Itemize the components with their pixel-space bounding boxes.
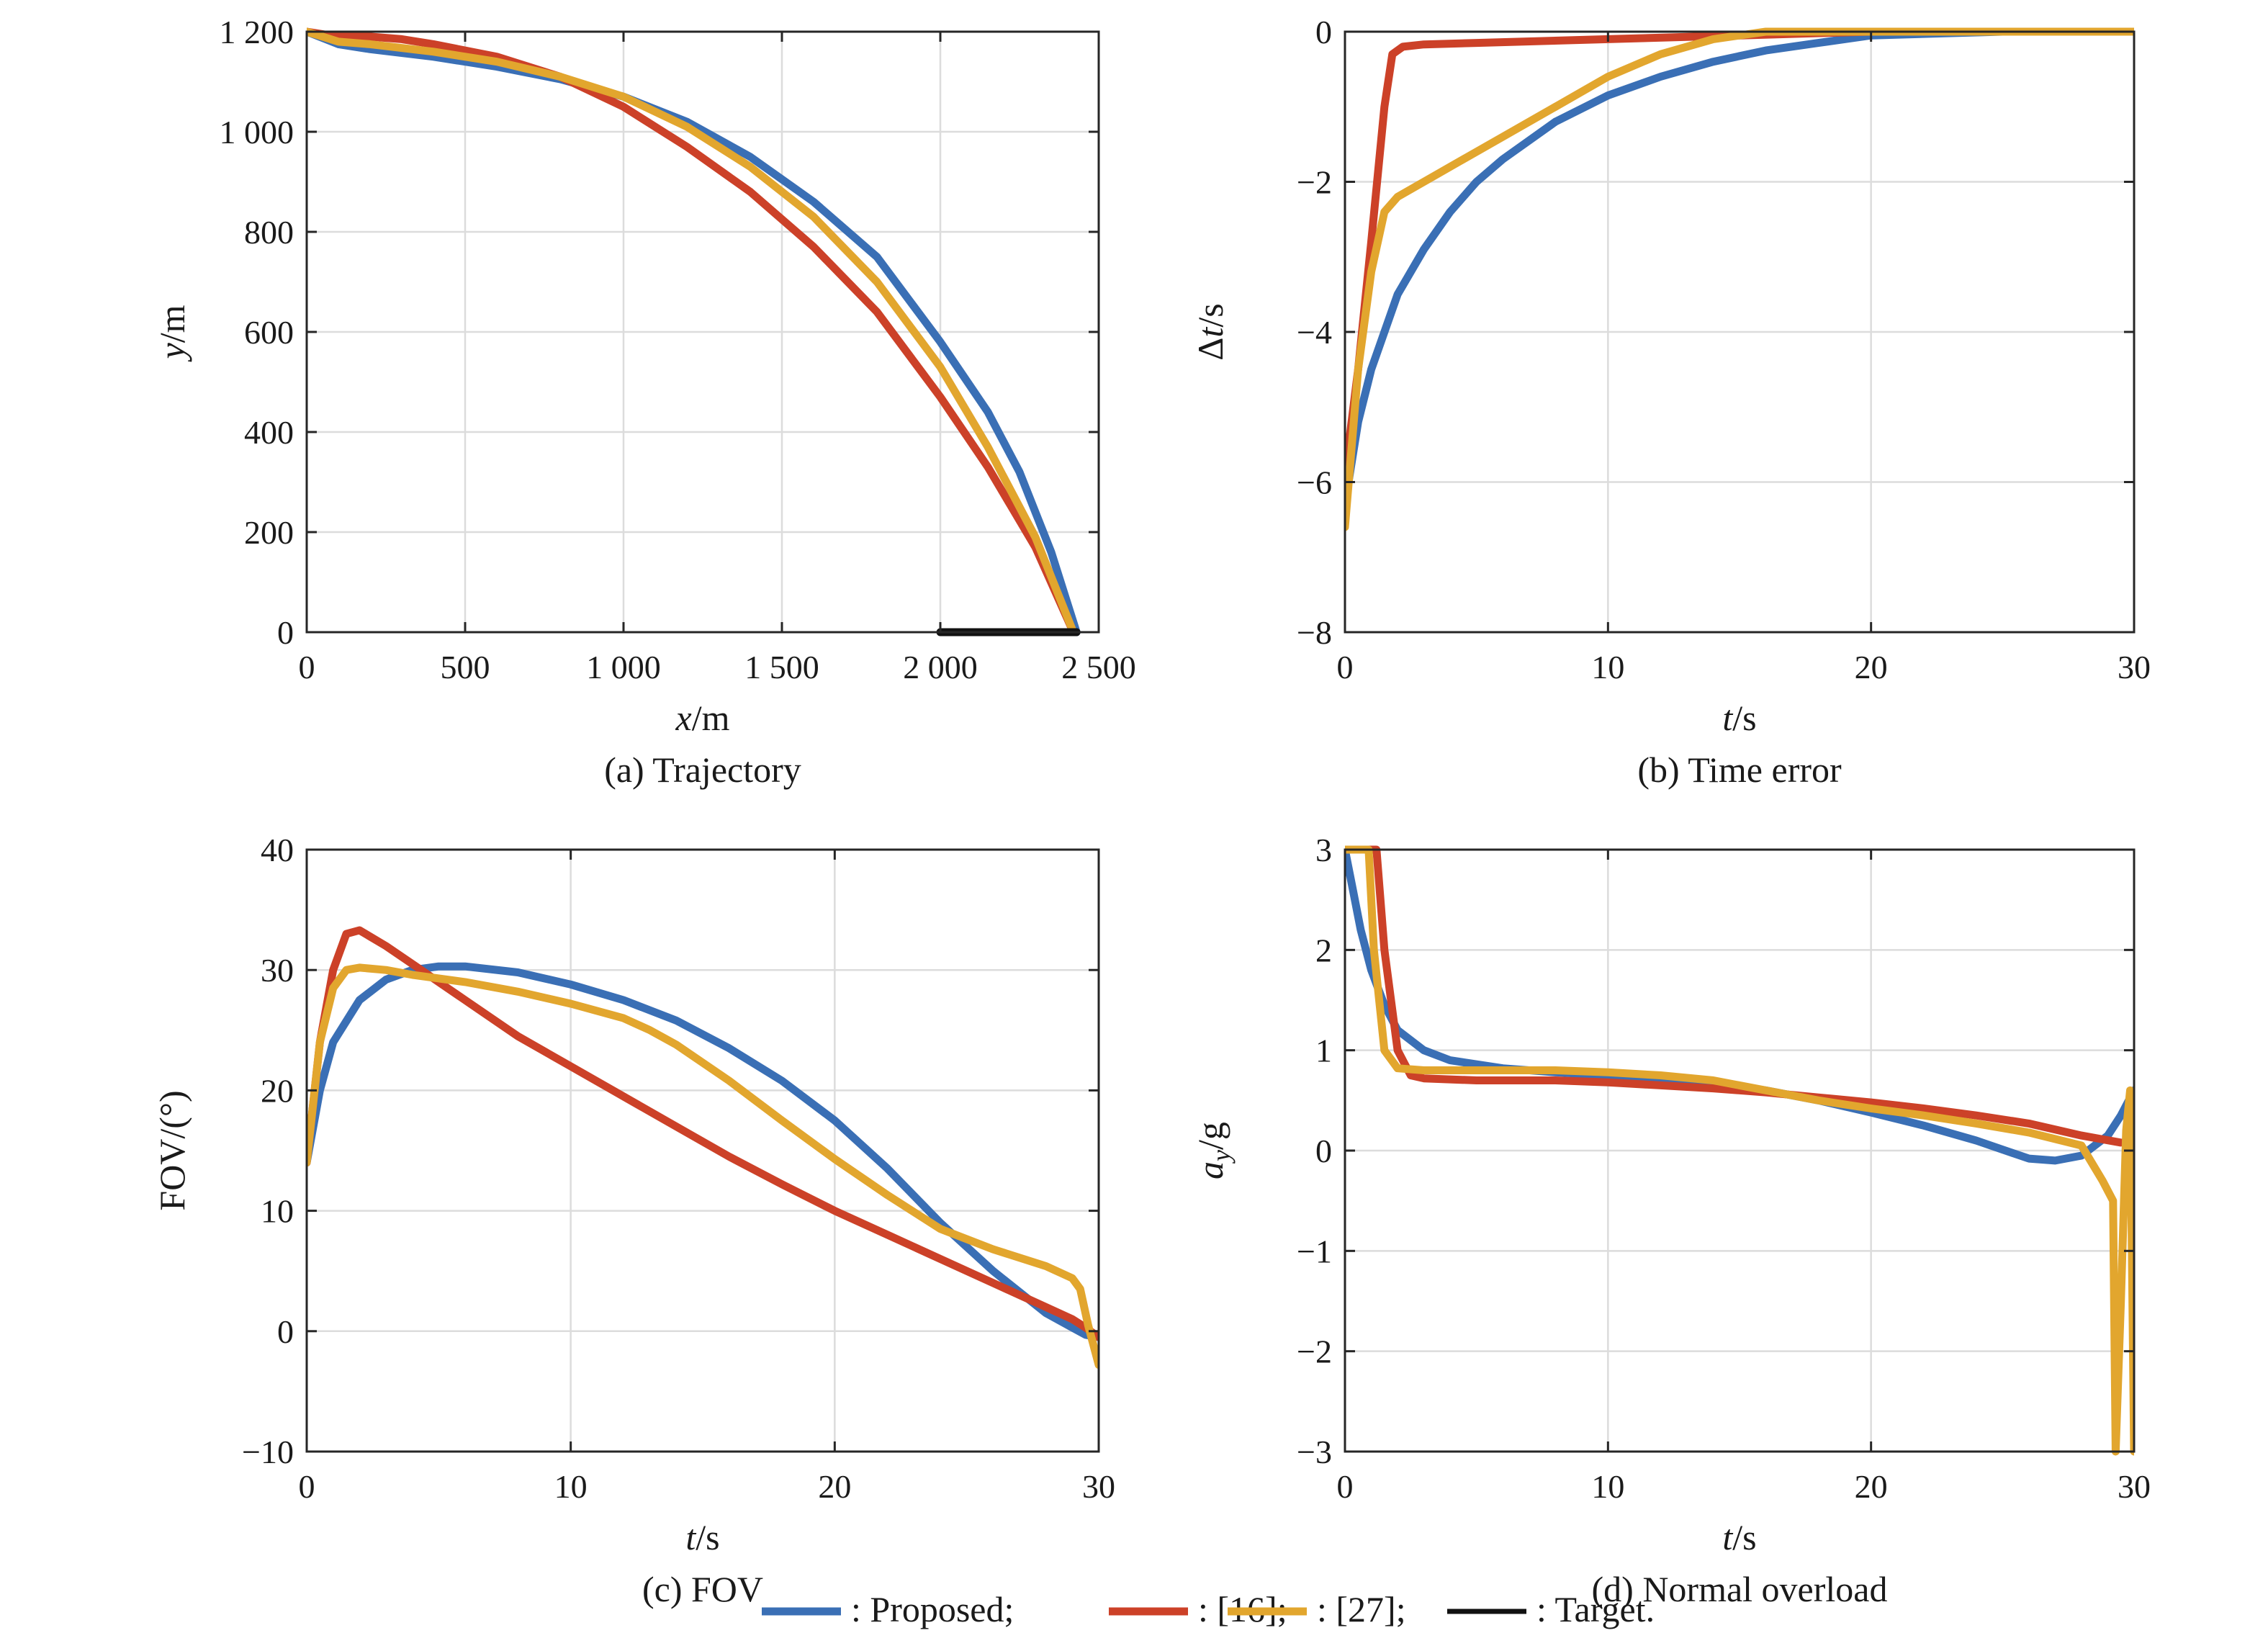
plot-frame	[305, 848, 1100, 1453]
series-line-ref16	[1345, 845, 2125, 1147]
y-tick-label: −3	[1297, 1434, 1332, 1470]
x-axis-label: x/m	[675, 698, 730, 738]
x-tick-label: 0	[299, 1468, 315, 1505]
x-tick-label: 1 000	[586, 649, 661, 685]
x-tick-label: 2 500	[1061, 649, 1136, 685]
x-axis-label: t/s	[1722, 698, 1756, 738]
y-axis-label: FOV/(°)	[152, 1090, 192, 1210]
y-tick-label: 800	[244, 214, 294, 251]
panel-b: 0 10 20 30 −8 −6 −4 −2 0 t/s Δt/s (b) Time error	[1190, 14, 2151, 790]
series-line-proposed	[307, 962, 1099, 1341]
series-line-proposed	[307, 27, 1081, 636]
legend: : Proposed;: [16];: [27];: Target.	[762, 1589, 1655, 1629]
y-tick-label: −4	[1297, 314, 1332, 351]
y-tick-label: 0	[277, 614, 294, 651]
y-tick-label: −2	[1297, 1333, 1332, 1370]
x-tick-label: 30	[2118, 1468, 2151, 1505]
legend-item-proposed: : Proposed;	[762, 1589, 1014, 1629]
x-axis-label: t/s	[685, 1517, 719, 1557]
legend-label-target: : Target.	[1536, 1589, 1655, 1629]
y-tick-label: 200	[244, 514, 294, 551]
x-tick-label: 0	[1337, 1468, 1354, 1505]
legend-label-ref27: : [27];	[1317, 1589, 1406, 1629]
x-tick-label: 2 000	[903, 649, 978, 685]
y-tick-label: 600	[244, 314, 294, 351]
panel-caption: (c) FOV	[642, 1569, 763, 1609]
series-line-ref16	[1345, 27, 2134, 479]
y-axis-label: Δt/s	[1190, 303, 1230, 360]
x-tick-label: 30	[2118, 649, 2151, 685]
panel-d: 0 10 20 30 −3 −2 −1 0 1 2 3 t/s ay/g (d) Normal overl…	[1190, 832, 2151, 1609]
y-tick-label: 1 200	[220, 14, 294, 50]
y-tick-label: 0	[277, 1313, 294, 1350]
series-line-ref27	[307, 963, 1099, 1369]
series-line-ref16	[307, 27, 1078, 636]
y-tick-label: 10	[261, 1193, 294, 1230]
x-tick-label: 20	[1855, 1468, 1888, 1505]
y-axis-label: y/m	[152, 305, 192, 362]
x-tick-label: 500	[441, 649, 490, 685]
x-tick-label: 20	[818, 1468, 851, 1505]
x-axis-label: t/s	[1722, 1517, 1756, 1557]
y-tick-label: 400	[244, 414, 294, 451]
x-tick-label: 0	[1337, 649, 1354, 685]
legend-item-target: : Target.	[1447, 1589, 1655, 1629]
legend-label-proposed: : Proposed;	[851, 1589, 1014, 1629]
y-tick-label: −10	[242, 1434, 294, 1470]
y-tick-label: 3	[1315, 832, 1332, 868]
series-line-ref27	[1345, 27, 2134, 531]
y-tick-label: 20	[261, 1072, 294, 1109]
y-tick-label: 30	[261, 952, 294, 989]
legend-item-ref27: : [27];	[1228, 1589, 1406, 1629]
x-tick-label: 10	[1591, 1468, 1624, 1505]
y-tick-label: 1 000	[220, 114, 294, 150]
y-tick-label: −1	[1297, 1233, 1332, 1269]
series-line-proposed	[1345, 27, 2134, 509]
panel-caption: (d) Normal overload	[1592, 1569, 1888, 1609]
y-tick-label: 0	[1315, 14, 1332, 50]
y-tick-label: −6	[1297, 464, 1332, 501]
panel-caption: (b) Time error	[1637, 750, 1842, 790]
x-tick-label: 10	[1591, 649, 1624, 685]
x-tick-label: 1 500	[744, 649, 819, 685]
series-line-ref16	[307, 926, 1099, 1341]
y-tick-label: 1	[1315, 1033, 1332, 1069]
x-tick-label: 30	[1082, 1468, 1115, 1505]
y-tick-label: 40	[261, 832, 294, 868]
y-tick-label: −2	[1297, 164, 1332, 201]
y-tick-label: −8	[1297, 614, 1332, 651]
series-line-proposed	[1345, 845, 2134, 1165]
x-tick-label: 10	[554, 1468, 588, 1505]
y-tick-label: 0	[1315, 1133, 1332, 1169]
series-line-ref27	[307, 27, 1078, 636]
panel-caption: (a) Trajectory	[604, 750, 801, 790]
x-tick-label: 0	[299, 649, 315, 685]
y-tick-label: 2	[1315, 932, 1332, 968]
y-axis-label: ay/g	[1190, 1122, 1236, 1179]
panel-a: 0 500 1 000 1 500 2 000 2 500 0 200 400 600 800 1 0…	[152, 14, 1136, 790]
x-tick-label: 20	[1855, 649, 1888, 685]
